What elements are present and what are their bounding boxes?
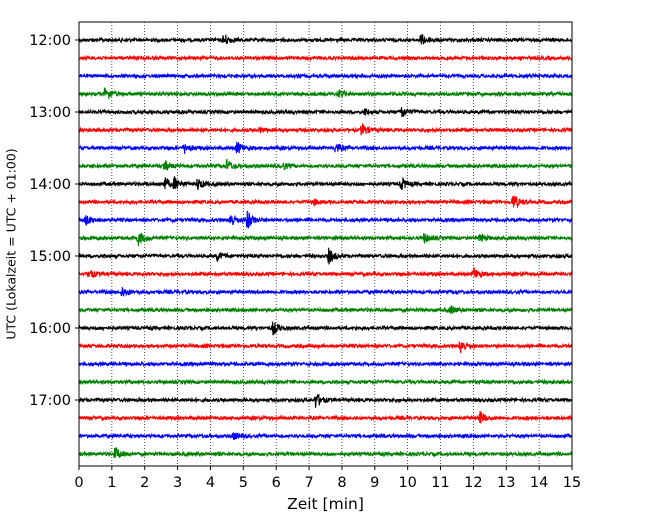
seismic-traces xyxy=(78,34,573,458)
trace-1315 xyxy=(78,123,573,136)
y-tick-label: 12:00 xyxy=(29,33,71,49)
x-tick-label: 4 xyxy=(206,475,215,491)
x-axis-ticks: 0 1 2 3 4 5 6 7 8 9 10 11 12 13 14 15 xyxy=(74,466,581,491)
trace-1215 xyxy=(78,54,573,62)
trace-1730 xyxy=(78,431,573,440)
y-tick-label: 14:00 xyxy=(29,177,71,193)
trace-1445 xyxy=(78,233,573,247)
trace-1345 xyxy=(78,158,573,171)
x-tick-label: 2 xyxy=(140,475,149,491)
trace-1530 xyxy=(78,287,573,297)
trace-1545 xyxy=(78,305,573,315)
x-tick-label: 13 xyxy=(497,475,515,491)
plot-frame xyxy=(78,21,573,467)
x-tick-label: 0 xyxy=(74,475,83,491)
trace-1615 xyxy=(78,341,573,354)
y-tick-label: 17:00 xyxy=(29,393,71,409)
trace-1745 xyxy=(78,447,573,458)
x-tick-label: 11 xyxy=(431,475,449,491)
trace-1645 xyxy=(78,378,573,386)
y-tick-label: 16:00 xyxy=(29,321,71,337)
y-axis-label: UTC (Lokalzeit = UTC + 01:00) xyxy=(4,148,19,339)
x-tick-label: 8 xyxy=(337,475,346,491)
x-tick-label: 15 xyxy=(563,475,581,491)
x-tick-label: 1 xyxy=(107,475,116,491)
x-tick-label: 7 xyxy=(304,475,313,491)
trace-1630 xyxy=(78,360,573,368)
x-tick-label: 3 xyxy=(173,475,182,491)
trace-1230 xyxy=(78,72,573,80)
trace-1200 xyxy=(78,34,572,45)
grid-lines xyxy=(111,22,540,466)
x-tick-label: 5 xyxy=(239,475,248,491)
y-tick-label: 13:00 xyxy=(29,105,71,121)
x-tick-label: 6 xyxy=(272,475,281,491)
trace-1400 xyxy=(78,175,573,191)
trace-1245 xyxy=(78,87,573,99)
trace-1715 xyxy=(78,410,573,424)
x-tick-label: 10 xyxy=(398,475,416,491)
x-axis-label: Zeit [min] xyxy=(287,495,364,513)
x-tick-label: 12 xyxy=(464,475,482,491)
y-tick-label: 15:00 xyxy=(29,249,71,265)
trace-1415 xyxy=(78,195,573,209)
trace-1600 xyxy=(78,321,573,336)
trace-1330 xyxy=(78,141,573,154)
trace-1500 xyxy=(78,247,573,265)
trace-1700 xyxy=(78,393,573,408)
trace-1430 xyxy=(78,210,573,229)
y-axis-ticks: 12:00 13:00 14:00 15:00 16:00 17:00 xyxy=(29,33,79,409)
x-tick-label: 9 xyxy=(370,475,379,491)
trace-1300 xyxy=(78,106,573,117)
x-tick-label: 14 xyxy=(530,475,548,491)
trace-1515 xyxy=(78,267,573,279)
